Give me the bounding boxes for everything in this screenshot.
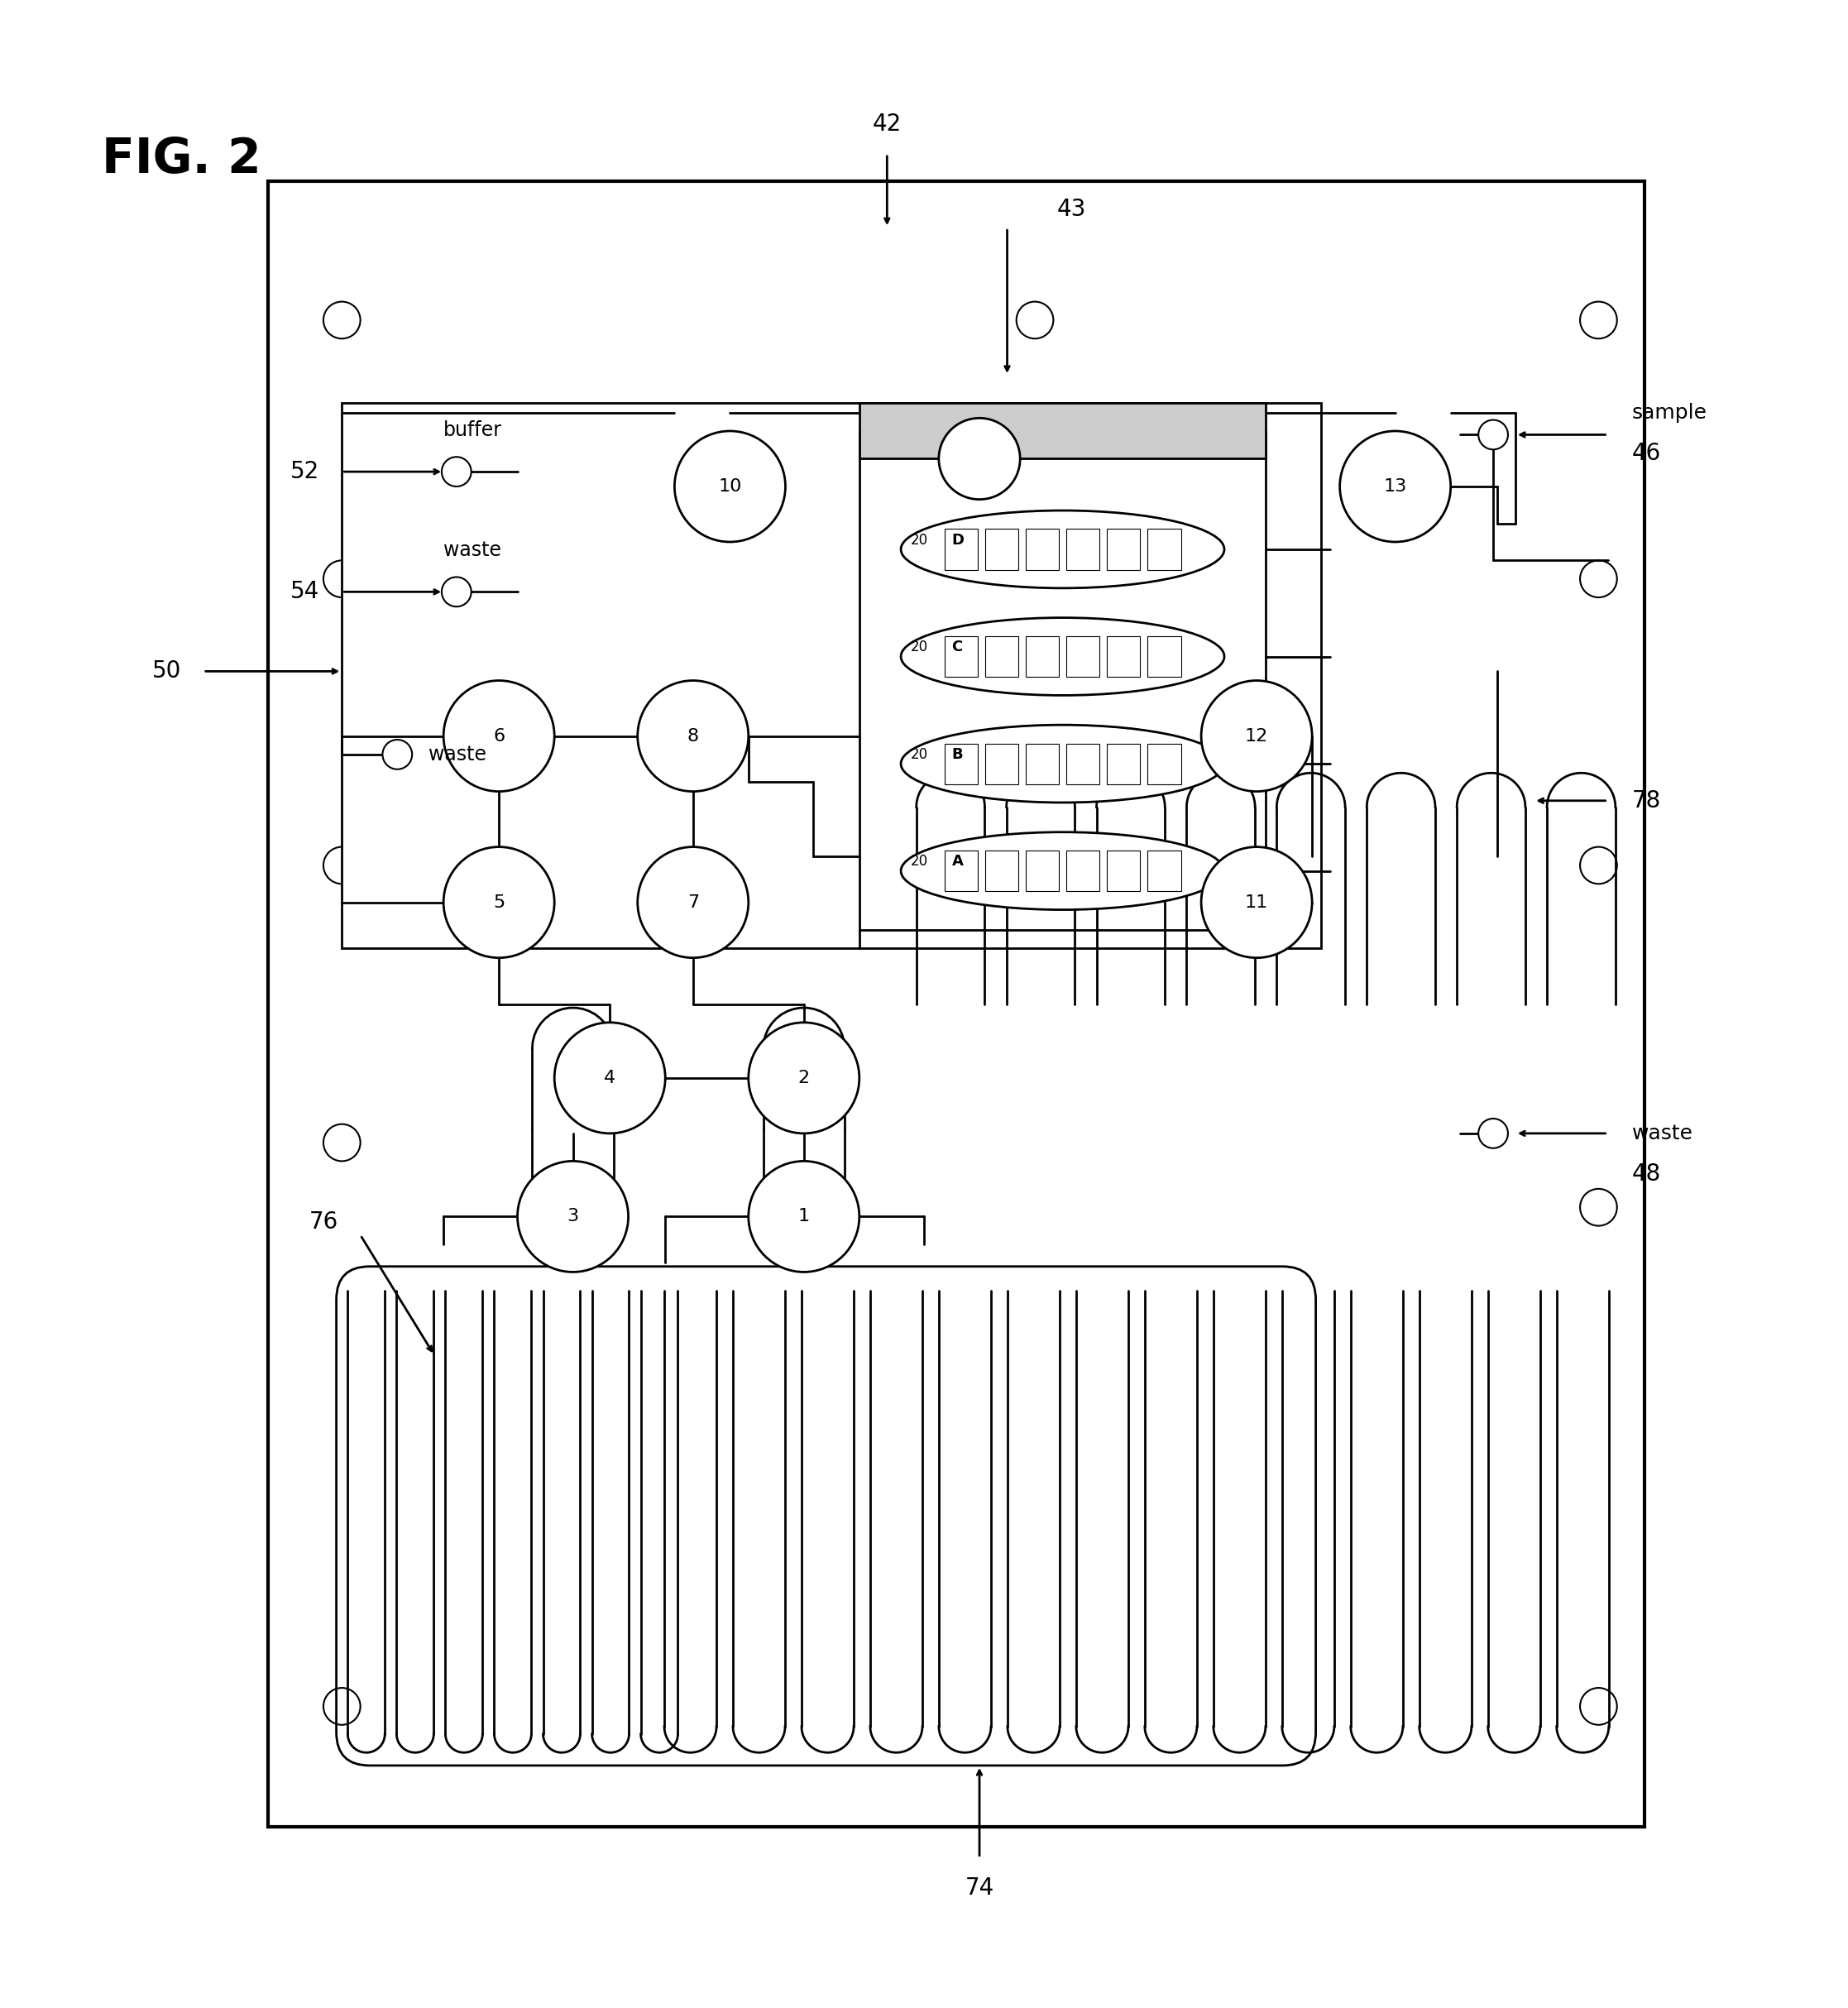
Circle shape <box>444 681 554 791</box>
Bar <box>1148 743 1181 783</box>
Circle shape <box>444 847 554 958</box>
Circle shape <box>1580 1689 1617 1725</box>
Circle shape <box>517 1161 628 1271</box>
Circle shape <box>323 847 360 884</box>
Text: 42: 42 <box>872 112 902 135</box>
Circle shape <box>1201 681 1312 791</box>
Circle shape <box>1580 847 1617 884</box>
Circle shape <box>748 1022 859 1133</box>
Bar <box>944 851 978 892</box>
Text: 46: 46 <box>1632 442 1661 464</box>
Text: 5: 5 <box>493 894 505 910</box>
Bar <box>268 181 1645 1827</box>
Text: 20: 20 <box>911 853 928 869</box>
Bar <box>1107 528 1140 570</box>
Text: 13: 13 <box>1384 478 1406 494</box>
Text: 6: 6 <box>493 727 505 745</box>
Text: 10: 10 <box>719 478 741 494</box>
Bar <box>944 637 978 677</box>
Bar <box>859 404 1266 458</box>
Circle shape <box>638 847 748 958</box>
Bar <box>1107 851 1140 892</box>
Text: waste: waste <box>444 540 501 560</box>
Text: 43: 43 <box>1057 197 1087 221</box>
Text: waste: waste <box>1632 1122 1693 1143</box>
Circle shape <box>1580 1189 1617 1225</box>
Text: C: C <box>952 641 963 655</box>
Circle shape <box>554 1022 665 1133</box>
Text: 4: 4 <box>604 1070 615 1086</box>
Bar <box>859 432 1266 930</box>
Text: A: A <box>952 853 963 869</box>
Circle shape <box>383 739 412 769</box>
Circle shape <box>939 418 1020 500</box>
Text: 20: 20 <box>911 747 928 761</box>
Bar <box>1026 851 1059 892</box>
Bar <box>1148 851 1181 892</box>
Bar <box>985 851 1018 892</box>
Bar <box>1066 851 1100 892</box>
Text: buffer: buffer <box>444 420 503 440</box>
Circle shape <box>442 458 471 486</box>
Circle shape <box>1201 847 1312 958</box>
Text: 7: 7 <box>687 894 699 910</box>
Text: FIG. 2: FIG. 2 <box>102 135 261 183</box>
Text: 20: 20 <box>911 641 928 655</box>
Text: 12: 12 <box>1246 727 1268 745</box>
Text: 48: 48 <box>1632 1163 1661 1185</box>
Circle shape <box>1580 301 1617 339</box>
Text: 2: 2 <box>798 1070 809 1086</box>
Text: D: D <box>952 532 965 548</box>
Ellipse shape <box>900 831 1223 910</box>
Circle shape <box>1016 301 1053 339</box>
Circle shape <box>1580 560 1617 596</box>
Text: 8: 8 <box>687 727 699 745</box>
Bar <box>1066 743 1100 783</box>
Bar <box>1107 743 1140 783</box>
Bar <box>944 528 978 570</box>
Circle shape <box>323 301 360 339</box>
Bar <box>1066 528 1100 570</box>
Circle shape <box>1478 420 1508 450</box>
Bar <box>1026 637 1059 677</box>
Bar <box>985 743 1018 783</box>
Circle shape <box>675 432 785 542</box>
Circle shape <box>323 1689 360 1725</box>
Text: 3: 3 <box>567 1209 578 1225</box>
Text: waste: waste <box>429 745 486 765</box>
Bar <box>1026 528 1059 570</box>
Ellipse shape <box>900 725 1223 803</box>
Bar <box>1026 743 1059 783</box>
Text: 74: 74 <box>965 1875 994 1900</box>
Text: 78: 78 <box>1632 789 1661 813</box>
Bar <box>1148 637 1181 677</box>
Text: 20: 20 <box>911 532 928 548</box>
Bar <box>1066 637 1100 677</box>
Circle shape <box>442 576 471 606</box>
Bar <box>944 743 978 783</box>
Circle shape <box>638 681 748 791</box>
Circle shape <box>323 1124 360 1161</box>
Ellipse shape <box>900 510 1223 588</box>
Bar <box>342 404 1321 948</box>
Ellipse shape <box>900 618 1223 695</box>
Text: 1: 1 <box>798 1209 809 1225</box>
Circle shape <box>1340 432 1451 542</box>
Text: sample: sample <box>1632 404 1708 422</box>
Text: B: B <box>952 747 963 761</box>
Text: 50: 50 <box>152 661 181 683</box>
Bar <box>985 637 1018 677</box>
Circle shape <box>323 560 360 596</box>
Bar <box>985 528 1018 570</box>
Bar <box>1107 637 1140 677</box>
Text: 11: 11 <box>1246 894 1268 910</box>
Text: 54: 54 <box>290 580 320 604</box>
Text: 76: 76 <box>309 1211 338 1233</box>
Bar <box>1148 528 1181 570</box>
Text: 52: 52 <box>290 460 320 484</box>
Circle shape <box>1478 1118 1508 1149</box>
Circle shape <box>748 1161 859 1271</box>
